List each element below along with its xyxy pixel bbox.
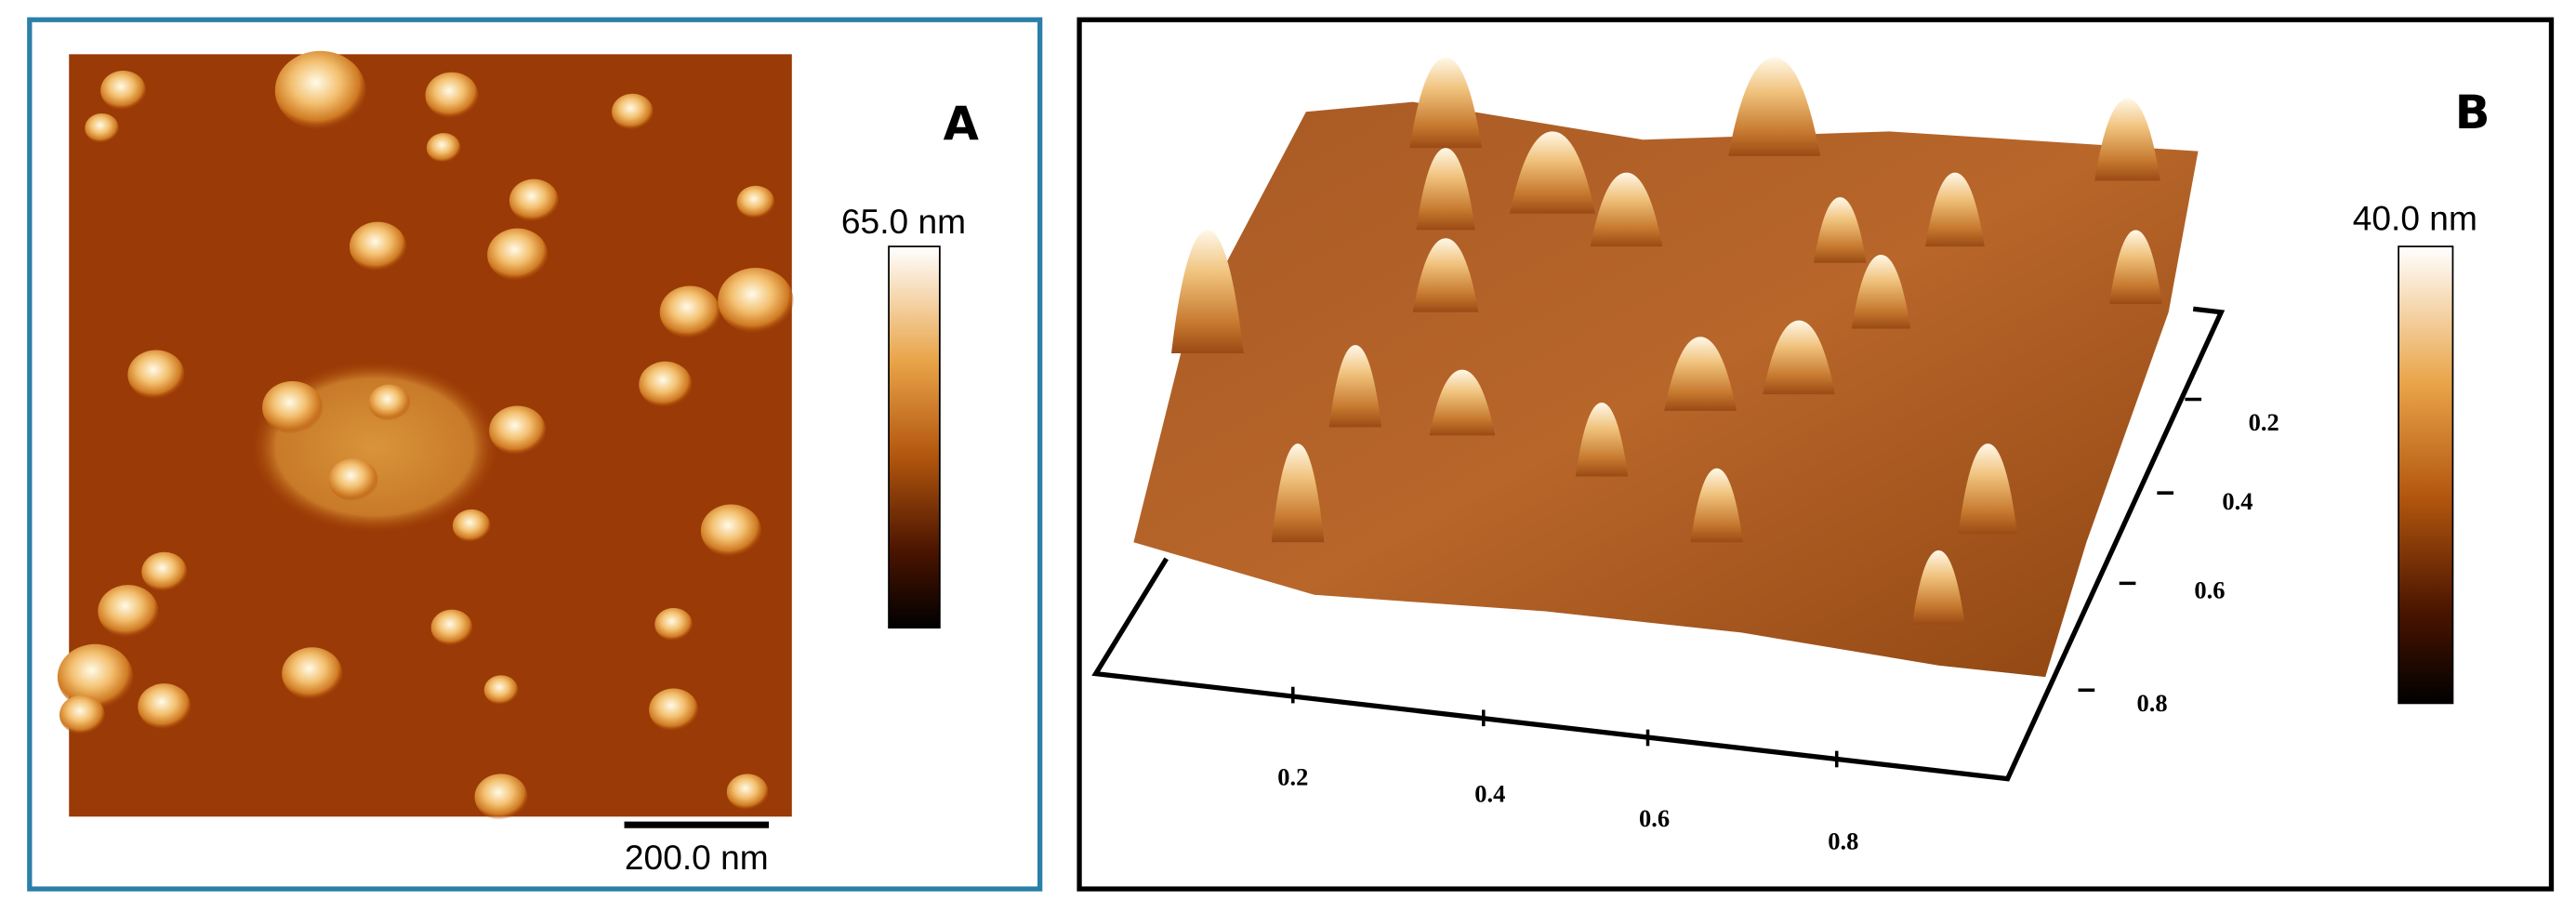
particle [262,381,324,434]
peak [1763,320,1835,395]
particle [700,504,761,558]
particle [98,585,159,638]
particle [59,695,105,734]
particle [483,675,519,706]
particle [726,774,769,811]
particle [430,609,473,646]
particle [452,509,491,543]
colorbar-max: 65.0 nm [841,202,966,241]
afm-surface-b [1133,101,2199,678]
peak [2109,230,2162,304]
particle [349,221,406,271]
peak [1728,57,1821,156]
peak [1171,230,1244,353]
peak [1690,468,1744,543]
x-tick-label: 0.2 [1277,763,1308,791]
panel-a-border [27,17,1043,892]
particle [57,643,134,710]
particle [328,458,378,502]
particle [612,93,654,130]
panel-label: B [2455,86,2490,139]
particle [718,268,794,334]
particle [649,688,698,732]
particle [282,647,343,700]
x-tick-label: 0.8 [1828,827,1858,855]
panel-label: A [944,97,980,151]
particle [425,72,479,119]
particle [474,774,528,820]
particle [509,179,559,222]
particle [736,185,775,219]
peak [1912,550,1965,625]
peak [2094,99,2160,181]
peak [1271,443,1325,543]
y-tick-label: 0.4 [2222,487,2252,515]
y-tick-label: 0.2 [2249,408,2279,436]
particle [138,683,192,730]
peak [1814,197,1867,263]
peak [1409,57,1483,149]
y-tick-label: 0.6 [2194,576,2225,603]
x-tick-label: 0.4 [1474,779,1505,807]
x-tick-label: 0.6 [1639,804,1670,832]
colorbar-max: 40.0 nm [2353,198,2477,237]
particle [654,607,693,642]
particle [639,361,693,408]
panel-b-border [1077,17,2555,892]
y-tick-label: 0.8 [2136,689,2167,717]
particle [141,551,188,592]
particle [659,285,720,339]
peak [1328,345,1382,428]
afm-peaks [1171,57,2162,625]
particle [127,350,185,400]
afm-features [57,50,794,820]
particle [368,384,411,421]
peak [1416,148,1475,231]
scale-bar-label: 200.0 nm [625,838,769,877]
axis-ticks: 0.2 0.4 0.6 0.8 0.2 0.4 0.6 0.8 [1277,397,2279,855]
particle [100,71,146,111]
peak [1958,443,2018,535]
peak [1590,172,1663,247]
colorbar [2398,245,2454,705]
peak [1851,254,1911,329]
peak [1925,172,1985,247]
peak [1429,369,1496,436]
peak [1412,238,1479,312]
peak [1575,402,1629,477]
particle [426,133,461,163]
peak [1510,131,1595,214]
axis-frame [1091,306,2226,782]
colorbar [888,245,941,629]
particle [487,228,548,282]
particle [489,405,547,456]
peak [1664,337,1737,411]
particle [274,50,366,130]
particle [85,112,119,143]
